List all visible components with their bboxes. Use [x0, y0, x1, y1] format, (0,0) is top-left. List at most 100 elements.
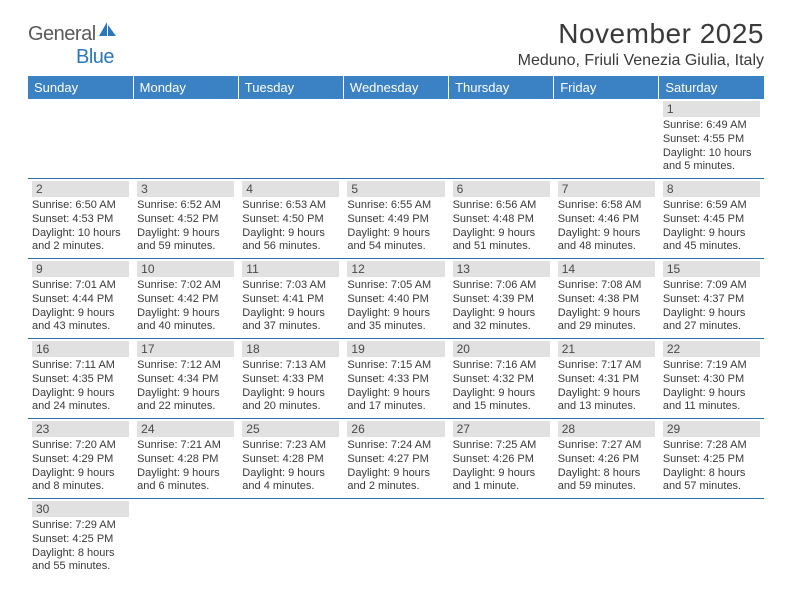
calendar-cell: 10 Sunrise: 7:02 AMSunset: 4:42 PMDayligh… — [133, 259, 238, 339]
day-number: 12 — [347, 261, 444, 277]
calendar-page: GeneralBlue November 2025 Meduno, Friuli… — [0, 0, 792, 596]
calendar-cell — [554, 499, 659, 579]
daylight-1: Daylight: 9 hours — [137, 467, 234, 481]
day-number: 30 — [32, 501, 129, 517]
sun-info: Sunrise: 7:05 AMSunset: 4:40 PMDaylight:… — [347, 279, 444, 334]
sunrise: Sunrise: 7:08 AM — [558, 279, 655, 293]
title-block: November 2025 Meduno, Friuli Venezia Giu… — [518, 18, 764, 70]
daylight-2: and 17 minutes. — [347, 400, 444, 414]
sunrise: Sunrise: 7:25 AM — [453, 439, 550, 453]
daylight-1: Daylight: 9 hours — [558, 227, 655, 241]
sunset: Sunset: 4:40 PM — [347, 293, 444, 307]
calendar-cell: 23Sunrise: 7:20 AMSunset: 4:29 PMDayligh… — [28, 419, 133, 499]
calendar-cell: 21Sunrise: 7:17 AMSunset: 4:31 PMDayligh… — [554, 339, 659, 419]
calendar-cell: 2Sunrise: 6:50 AMSunset: 4:53 PMDaylight… — [28, 179, 133, 259]
daylight-1: Daylight: 9 hours — [347, 467, 444, 481]
sunset: Sunset: 4:42 PM — [137, 293, 234, 307]
location: Meduno, Friuli Venezia Giulia, Italy — [518, 52, 764, 70]
daylight-2: and 27 minutes. — [663, 320, 760, 334]
daylight-2: and 2 minutes. — [32, 240, 129, 254]
day-number: 3 — [137, 181, 234, 197]
sunset: Sunset: 4:52 PM — [137, 213, 234, 227]
daylight-2: and 6 minutes. — [137, 480, 234, 494]
daylight-1: Daylight: 8 hours — [663, 467, 760, 481]
sun-info: Sunrise: 7:16 AMSunset: 4:32 PMDaylight:… — [453, 359, 550, 414]
brand-part2: Blue — [76, 46, 114, 68]
sun-info: Sunrise: 6:58 AMSunset: 4:46 PMDaylight:… — [558, 199, 655, 254]
sun-info: Sunrise: 7:06 AMSunset: 4:39 PMDaylight:… — [453, 279, 550, 334]
sunrise: Sunrise: 7:15 AM — [347, 359, 444, 373]
day-header: Friday — [554, 76, 659, 99]
daylight-1: Daylight: 9 hours — [32, 307, 129, 321]
daylight-2: and 8 minutes. — [32, 480, 129, 494]
daylight-2: and 35 minutes. — [347, 320, 444, 334]
sunrise: Sunrise: 7:20 AM — [32, 439, 129, 453]
sunset: Sunset: 4:46 PM — [558, 213, 655, 227]
daylight-1: Daylight: 9 hours — [137, 307, 234, 321]
sun-info: Sunrise: 7:02 AMSunset: 4:42 PMDaylight:… — [137, 279, 234, 334]
daylight-1: Daylight: 9 hours — [242, 307, 339, 321]
day-header: Monday — [133, 76, 238, 99]
sunrise: Sunrise: 7:27 AM — [558, 439, 655, 453]
day-number: 6 — [453, 181, 550, 197]
daylight-2: and 20 minutes. — [242, 400, 339, 414]
day-number: 11 — [242, 261, 339, 277]
day-number: 5 — [347, 181, 444, 197]
sun-info: Sunrise: 7:20 AMSunset: 4:29 PMDaylight:… — [32, 439, 129, 494]
sunset: Sunset: 4:55 PM — [663, 133, 760, 147]
daylight-2: and 56 minutes. — [242, 240, 339, 254]
daylight-1: Daylight: 9 hours — [453, 307, 550, 321]
sun-info: Sunrise: 7:21 AMSunset: 4:28 PMDaylight:… — [137, 439, 234, 494]
sunset: Sunset: 4:25 PM — [663, 453, 760, 467]
day-number: 27 — [453, 421, 550, 437]
calendar-cell — [238, 99, 343, 179]
calendar-cell: 4Sunrise: 6:53 AMSunset: 4:50 PMDaylight… — [238, 179, 343, 259]
sun-info: Sunrise: 7:08 AMSunset: 4:38 PMDaylight:… — [558, 279, 655, 334]
daylight-1: Daylight: 9 hours — [453, 467, 550, 481]
calendar-cell — [449, 99, 554, 179]
sun-info: Sunrise: 6:49 AMSunset: 4:55 PMDaylight:… — [663, 119, 760, 174]
sunrise: Sunrise: 7:23 AM — [242, 439, 339, 453]
sunset: Sunset: 4:28 PM — [137, 453, 234, 467]
sunset: Sunset: 4:35 PM — [32, 373, 129, 387]
calendar-cell: 20Sunrise: 7:16 AMSunset: 4:32 PMDayligh… — [449, 339, 554, 419]
sun-info: Sunrise: 7:03 AMSunset: 4:41 PMDaylight:… — [242, 279, 339, 334]
day-number: 10 — [137, 261, 234, 277]
calendar-week: 1Sunrise: 6:49 AMSunset: 4:55 PMDaylight… — [28, 99, 764, 179]
daylight-1: Daylight: 9 hours — [347, 307, 444, 321]
sunrise: Sunrise: 7:13 AM — [242, 359, 339, 373]
daylight-1: Daylight: 9 hours — [32, 387, 129, 401]
sunset: Sunset: 4:39 PM — [453, 293, 550, 307]
daylight-2: and 54 minutes. — [347, 240, 444, 254]
sun-info: Sunrise: 7:28 AMSunset: 4:25 PMDaylight:… — [663, 439, 760, 494]
daylight-1: Daylight: 9 hours — [663, 387, 760, 401]
calendar-cell: 29Sunrise: 7:28 AMSunset: 4:25 PMDayligh… — [659, 419, 764, 499]
sunset: Sunset: 4:27 PM — [347, 453, 444, 467]
sunset: Sunset: 4:34 PM — [137, 373, 234, 387]
sun-info: Sunrise: 7:15 AMSunset: 4:33 PMDaylight:… — [347, 359, 444, 414]
sunrise: Sunrise: 7:28 AM — [663, 439, 760, 453]
calendar-week: 2Sunrise: 6:50 AMSunset: 4:53 PMDaylight… — [28, 179, 764, 259]
day-header-row: SundayMondayTuesdayWednesdayThursdayFrid… — [28, 76, 764, 99]
calendar-cell — [238, 499, 343, 579]
calendar-cell: 18Sunrise: 7:13 AMSunset: 4:33 PMDayligh… — [238, 339, 343, 419]
sunset: Sunset: 4:37 PM — [663, 293, 760, 307]
daylight-1: Daylight: 9 hours — [32, 467, 129, 481]
daylight-2: and 51 minutes. — [453, 240, 550, 254]
sun-info: Sunrise: 7:23 AMSunset: 4:28 PMDaylight:… — [242, 439, 339, 494]
sunset: Sunset: 4:33 PM — [347, 373, 444, 387]
sunset: Sunset: 4:48 PM — [453, 213, 550, 227]
daylight-2: and 1 minute. — [453, 480, 550, 494]
sunset: Sunset: 4:41 PM — [242, 293, 339, 307]
daylight-2: and 45 minutes. — [663, 240, 760, 254]
calendar-cell: 12 Sunrise: 7:05 AMSunset: 4:40 PMDayligh… — [343, 259, 448, 339]
sun-info: Sunrise: 7:12 AMSunset: 4:34 PMDaylight:… — [137, 359, 234, 414]
sun-info: Sunrise: 7:24 AMSunset: 4:27 PMDaylight:… — [347, 439, 444, 494]
calendar-cell: 28Sunrise: 7:27 AMSunset: 4:26 PMDayligh… — [554, 419, 659, 499]
calendar-cell: 17Sunrise: 7:12 AMSunset: 4:34 PMDayligh… — [133, 339, 238, 419]
daylight-1: Daylight: 9 hours — [663, 307, 760, 321]
sunrise: Sunrise: 6:49 AM — [663, 119, 760, 133]
calendar-cell: 19Sunrise: 7:15 AMSunset: 4:33 PMDayligh… — [343, 339, 448, 419]
calendar-week: 9Sunrise: 7:01 AMSunset: 4:44 PMDaylight… — [28, 259, 764, 339]
daylight-2: and 5 minutes. — [663, 160, 760, 174]
